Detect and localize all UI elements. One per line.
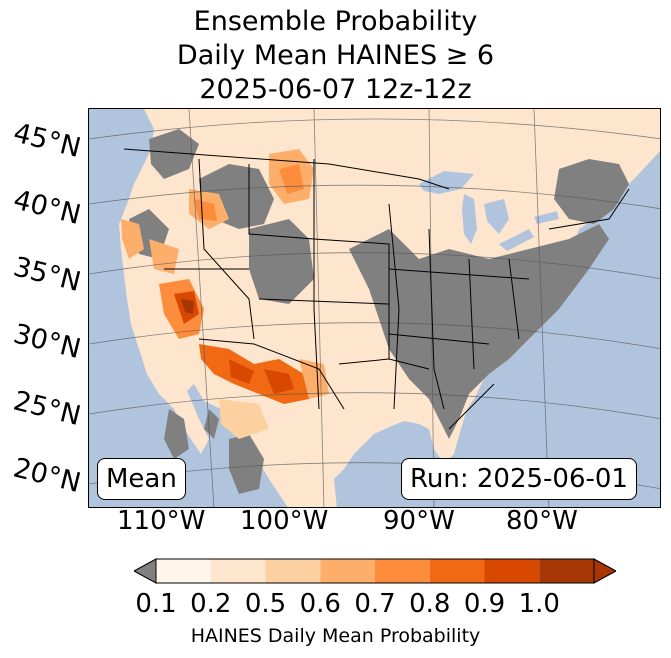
colorbar bbox=[134, 558, 616, 584]
lat-label-20: 20°N bbox=[10, 452, 84, 500]
colorbar-segment bbox=[484, 559, 540, 583]
title-line-3: 2025-06-07 12z-12z bbox=[199, 74, 472, 105]
lat-label-45: 45°N bbox=[10, 117, 84, 165]
lon-label-110: 110°W bbox=[117, 506, 206, 536]
colorbar-segment bbox=[156, 559, 211, 583]
colorbar-tick-label: 1.0 bbox=[518, 589, 560, 619]
colorbar-outline bbox=[155, 558, 595, 584]
colorbar-label: HAINES Daily Mean Probability bbox=[190, 625, 481, 647]
lake-huron bbox=[484, 199, 509, 234]
lat-label-30: 30°N bbox=[10, 318, 84, 366]
colorbar-tick-label: 0.1 bbox=[135, 589, 177, 619]
colorbar-tick-label: 0.8 bbox=[409, 589, 451, 619]
lake-michigan bbox=[462, 194, 477, 244]
lat-label-35: 35°N bbox=[10, 251, 84, 299]
colorbar-tick-label: 0.5 bbox=[244, 589, 287, 619]
colorbar-segment bbox=[375, 559, 430, 583]
political-borders bbox=[123, 148, 630, 430]
title-line-1: Ensemble Probability bbox=[193, 6, 478, 37]
run-box: Run: 2025-06-01 bbox=[401, 458, 637, 500]
probability-map bbox=[88, 108, 661, 508]
lat-label-25: 25°N bbox=[10, 385, 84, 433]
colorbar-tick-label: 0.2 bbox=[190, 589, 232, 619]
map-canvas bbox=[89, 109, 660, 507]
colorbar-segment bbox=[539, 559, 594, 583]
lon-label-100: 100°W bbox=[240, 506, 329, 536]
lat-label-40: 40°N bbox=[10, 184, 84, 232]
colorbar-segment bbox=[320, 559, 375, 583]
colorbar-segment bbox=[429, 559, 485, 583]
probability-areas bbox=[121, 149, 329, 439]
graticule bbox=[89, 109, 660, 507]
colorbar-tick-label: 0.7 bbox=[354, 589, 396, 619]
title-line-2: Daily Mean HAINES ≥ 6 bbox=[176, 40, 495, 71]
colorbar-tick-label: 0.6 bbox=[299, 589, 341, 619]
lon-label-90: 90°W bbox=[383, 506, 455, 536]
colorbar-segment bbox=[210, 559, 266, 583]
lon-label-80: 80°W bbox=[506, 506, 578, 536]
colorbar-tick-label: 0.9 bbox=[463, 589, 506, 619]
lake-erie bbox=[499, 229, 534, 251]
colorbar-over-arrow bbox=[593, 558, 616, 584]
lake-ontario bbox=[534, 211, 559, 224]
colorbar-segment bbox=[265, 559, 321, 583]
colorbar-under-arrow bbox=[134, 558, 157, 584]
no-data-regions bbox=[129, 129, 629, 494]
mean-box: Mean bbox=[97, 458, 186, 500]
